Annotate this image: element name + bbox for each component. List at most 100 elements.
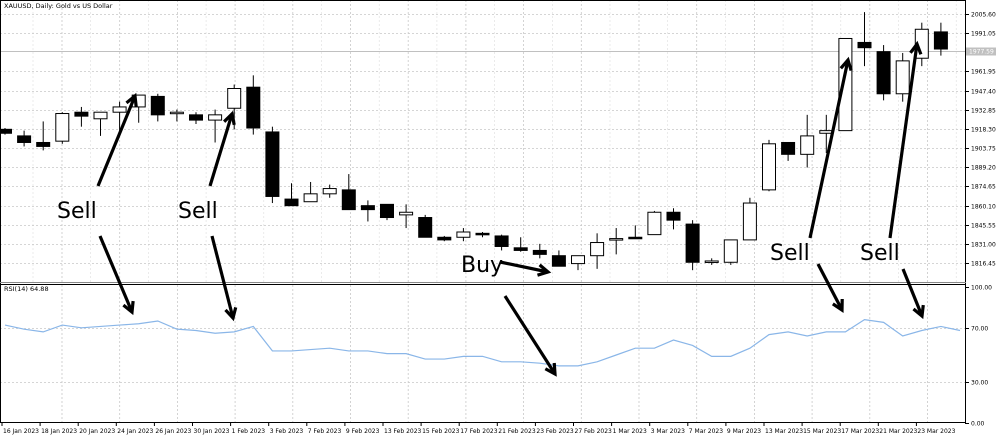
candle: [628, 225, 643, 240]
candle: [55, 112, 70, 144]
candle: [112, 101, 127, 131]
candle: [150, 93, 165, 122]
candle: [0, 128, 12, 135]
price-tick-label: 1947.40: [971, 89, 996, 96]
chart-frame: [0, 0, 966, 423]
candle: [532, 243, 547, 259]
candle: [647, 210, 662, 236]
candle: [169, 109, 184, 122]
date-tick-label: 13 Feb 2023: [384, 428, 422, 435]
arrow-icon: [499, 260, 552, 277]
candle: [380, 203, 394, 221]
candle: [246, 75, 261, 135]
rsi-tick-label: 0.00: [971, 421, 985, 428]
candle: [857, 12, 872, 67]
candle: [494, 234, 509, 251]
date-tick-label: 7 Feb 2023: [308, 428, 342, 435]
candle: [265, 126, 280, 204]
date-tick-label: 18 Jan 2023: [41, 428, 77, 435]
candle: [513, 237, 528, 252]
candle: [303, 181, 318, 203]
candle: [93, 111, 108, 136]
candle: [284, 183, 299, 207]
date-tick-label: 9 Mar 2023: [727, 428, 761, 435]
arrow-icon: [210, 235, 238, 322]
candle: [456, 228, 471, 242]
candle: [360, 200, 375, 222]
candle: [933, 22, 948, 56]
date-tick-label: 9 Feb 2023: [346, 428, 380, 435]
arrow-icon: [808, 56, 853, 239]
date-tick-label: 23 Mar 2023: [917, 428, 955, 435]
arrow-icon: [96, 92, 138, 187]
date-tick-label: 1 Feb 2023: [232, 428, 266, 435]
candle: [838, 37, 853, 132]
date-tick-label: 15 Feb 2023: [422, 428, 460, 435]
date-tick-label: 20 Jan 2023: [79, 428, 115, 435]
arrow-icon: [98, 235, 135, 316]
price-tick-label: 1816.45: [971, 261, 996, 268]
candle: [895, 52, 910, 102]
date-tick-label: 21 Mar 2023: [879, 428, 917, 435]
candle: [590, 233, 605, 269]
rsi-line: [4, 319, 961, 367]
candle: [418, 214, 433, 238]
arrow-icon: [208, 110, 236, 187]
date-tick-label: 17 Mar 2023: [841, 428, 879, 435]
candle: [876, 45, 891, 101]
chart-title: XAUUSD, Daily: Gold vs US Dollar: [4, 2, 113, 10]
candle: [322, 184, 337, 198]
candle: [189, 112, 203, 125]
candle: [74, 106, 89, 127]
candle: [571, 255, 585, 271]
candle: [341, 174, 356, 211]
signal-annotation: Sell: [178, 199, 218, 224]
signal-annotation: Sell: [57, 199, 97, 224]
candle: [609, 228, 624, 255]
time-axis[interactable]: 16 Jan 2023 18 Jan 2023 20 Jan 2023 24 Jan …: [1, 423, 956, 435]
candle: [723, 239, 738, 265]
price-tick-label: 1932.85: [971, 108, 996, 115]
date-tick-label: 3 Mar 2023: [651, 428, 685, 435]
date-tick-label: 23 Feb 2023: [536, 428, 574, 435]
date-tick-label: 17 Feb 2023: [460, 428, 498, 435]
price-tick-label: 1889.20: [971, 165, 996, 172]
arrow-icon: [901, 268, 925, 320]
price-axis[interactable]: 2005.60 1991.05 1961.95 1947.40 1932.85 1918.…: [965, 12, 996, 268]
price-tick-label: 1831.00: [971, 242, 996, 249]
date-tick-label: 15 Mar 2023: [803, 428, 841, 435]
signal-annotation: Sell: [860, 241, 900, 266]
annotation-layer: Sell Sell Buy Sell Sell: [57, 40, 925, 377]
current-price-badge: [966, 47, 996, 56]
candle: [399, 204, 414, 229]
price-tick-label: 1961.95: [971, 69, 996, 76]
candle: [704, 258, 719, 265]
price-tick-label: 1903.75: [971, 146, 996, 153]
candle: [800, 114, 815, 168]
candle: [437, 235, 452, 242]
price-tick-label: 1860.10: [971, 204, 996, 211]
date-tick-label: 1 Mar 2023: [613, 428, 647, 435]
candlestick-series: [0, 12, 948, 271]
candle: [781, 141, 796, 161]
rsi-label: RSI(14) 64.88: [4, 285, 49, 293]
arrow-icon: [816, 263, 844, 313]
candle: [666, 208, 681, 230]
rsi-axis[interactable]: 100.00 70.00 30.00 0.00: [965, 285, 992, 428]
rsi-indicator: [4, 319, 961, 367]
arrow-icon: [888, 40, 923, 239]
date-tick-label: 27 Feb 2023: [575, 428, 613, 435]
date-tick-label: 16 Jan 2023: [3, 428, 39, 435]
date-tick-label: 3 Feb 2023: [270, 428, 304, 435]
candle: [551, 250, 566, 267]
candle: [685, 220, 700, 271]
date-tick-label: 30 Jan 2023: [194, 428, 230, 435]
date-tick-label: 13 Mar 2023: [765, 428, 803, 435]
candle: [762, 139, 776, 192]
signal-annotation: Sell: [770, 241, 810, 266]
rsi-tick-label: 30.00: [971, 380, 988, 387]
current-price-label: 1977.59: [969, 49, 994, 56]
date-tick-label: 26 Jan 2023: [155, 428, 191, 435]
price-tick-label: 1874.65: [971, 184, 996, 191]
